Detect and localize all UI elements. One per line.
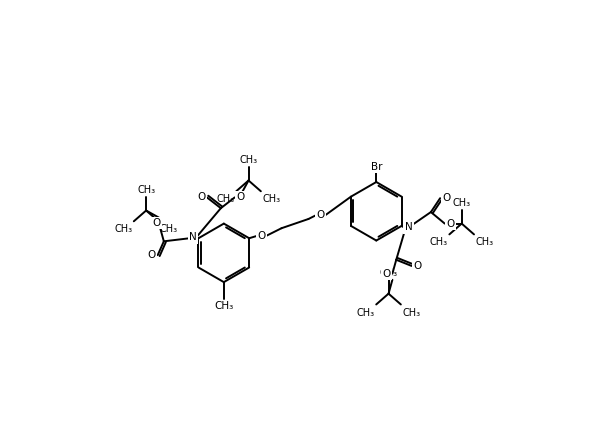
Text: CH₃: CH₃ [214,301,234,311]
Text: O: O [152,218,160,228]
Text: O: O [382,269,390,279]
Text: N: N [189,233,197,242]
Text: N: N [405,222,412,233]
Text: CH₃: CH₃ [430,237,448,248]
Text: CH₃: CH₃ [452,198,471,208]
Text: O: O [442,193,451,203]
Text: O: O [236,193,244,202]
Text: CH₃: CH₃ [137,185,155,195]
Text: CH₃: CH₃ [356,308,375,317]
Text: CH₃: CH₃ [114,225,132,234]
Text: O: O [197,193,206,202]
Text: CH₃: CH₃ [262,194,281,204]
Text: O: O [414,261,422,271]
Text: CH₃: CH₃ [216,194,235,204]
Text: CH₃: CH₃ [240,155,257,165]
Text: O: O [147,250,156,260]
Text: CH₃: CH₃ [380,268,398,278]
Text: O: O [257,231,266,241]
Text: O: O [316,210,325,220]
Text: CH₃: CH₃ [160,225,178,234]
Text: O: O [446,219,454,229]
Text: Br: Br [371,161,382,172]
Text: CH₃: CH₃ [402,308,421,317]
Text: CH₃: CH₃ [476,237,493,248]
